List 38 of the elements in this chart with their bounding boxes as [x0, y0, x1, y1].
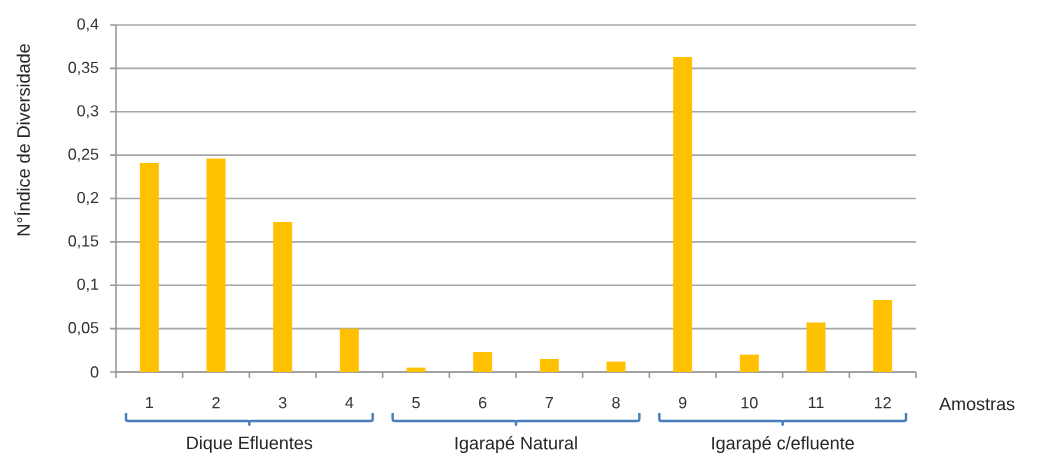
bar — [873, 300, 893, 373]
y-tick-label: 0,3 — [77, 105, 99, 119]
bar — [339, 328, 359, 373]
y-tick-label: 0,4 — [77, 18, 99, 32]
bar — [139, 163, 159, 373]
y-tick-label: 0,25 — [68, 148, 99, 162]
bar — [206, 158, 226, 373]
x-tick-label: 3 — [278, 397, 287, 409]
text: Igarapé Natural — [455, 436, 577, 454]
bar — [406, 367, 426, 373]
y-axis-title: N°Índice de Diversidade — [14, 44, 30, 236]
bar — [539, 359, 559, 373]
x-tick-label: 5 — [412, 397, 420, 409]
y-tick-label: 0,1 — [77, 278, 99, 292]
y-tick-label: 0,15 — [68, 235, 99, 249]
x-tick-label: 11 — [808, 397, 824, 409]
y-tick-label: 0,2 — [77, 192, 99, 206]
bar — [806, 322, 826, 373]
bar — [606, 361, 626, 373]
bar — [673, 57, 693, 373]
text: Igarapé c/efluente — [712, 436, 854, 454]
y-tick-label: 0,05 — [68, 322, 99, 336]
x-axis-title: Amostras — [939, 397, 1015, 411]
bar — [739, 354, 759, 373]
y-tick-label: 0,35 — [68, 61, 99, 76]
x-tick-label: 2 — [212, 397, 220, 409]
x-tick-label: 12 — [874, 397, 891, 409]
bar — [473, 352, 493, 373]
x-tick-label: 6 — [479, 397, 487, 409]
text: Dique Efluentes — [187, 436, 313, 453]
x-tick-label: 4 — [345, 397, 354, 409]
x-tick-label: 1 — [146, 397, 154, 409]
bar — [273, 222, 293, 373]
x-tick-label: 7 — [545, 397, 553, 409]
x-tick-label: 9 — [678, 397, 687, 409]
x-tick-label: 10 — [741, 397, 758, 409]
x-tick-label: 8 — [612, 397, 620, 409]
y-tick-label: 0 — [90, 366, 99, 378]
